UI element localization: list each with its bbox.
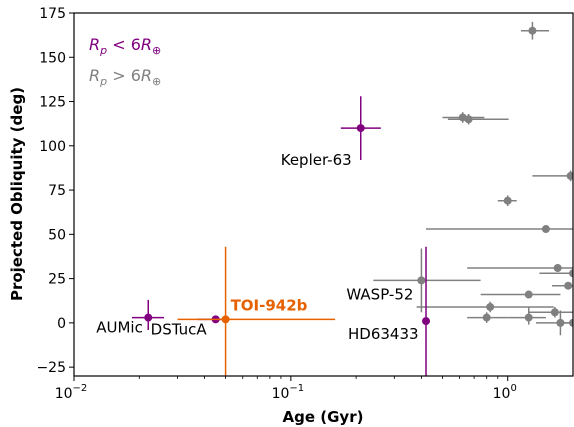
legend-text-part: p — [99, 44, 107, 57]
legend-text-part: ⊕ — [152, 75, 161, 88]
x-tick-exponent: −1 — [289, 383, 304, 394]
data-point — [528, 306, 573, 318]
data-point — [480, 290, 561, 299]
marker — [417, 276, 426, 285]
data-point — [373, 248, 481, 313]
marker — [422, 317, 431, 326]
legend-text-part: R — [141, 66, 152, 85]
legend-text-part: > 6 — [107, 66, 141, 85]
marker — [503, 196, 512, 205]
y-tick-label: 100 — [39, 139, 66, 155]
legend-entry: Rp > 6R⊕ — [89, 66, 161, 88]
marker — [524, 290, 533, 299]
marker — [569, 269, 573, 278]
data-point — [422, 246, 431, 376]
y-tick-label: −25 — [36, 360, 66, 376]
data-point — [131, 299, 164, 330]
legend-text-part: R — [89, 66, 100, 85]
data-point — [416, 301, 554, 313]
marker — [221, 315, 230, 324]
x-tick-exponent: 0 — [510, 383, 516, 394]
point-label: AUMic — [96, 319, 143, 337]
x-tick-exponent: −2 — [73, 383, 88, 394]
data-point — [507, 306, 546, 325]
plot-frame — [73, 12, 574, 377]
marker — [553, 263, 562, 272]
data-point — [467, 312, 508, 323]
data-point — [442, 112, 485, 123]
marker — [524, 313, 533, 322]
marker — [486, 302, 495, 311]
point-label: WASP-52 — [346, 285, 413, 303]
legend-entry: Rp < 6R⊕ — [89, 35, 161, 57]
legend-text-part: p — [99, 75, 107, 88]
x-tick-base: 10 — [272, 386, 290, 402]
y-tick-label: 125 — [39, 95, 66, 111]
y-tick-label: 75 — [48, 183, 66, 199]
marker — [550, 308, 559, 317]
plot-area — [131, 21, 573, 376]
x-tick-label: 10−2 — [55, 383, 88, 402]
legend-text-part: R — [141, 35, 152, 54]
data-point — [532, 170, 573, 182]
marker — [482, 313, 491, 322]
point-label: HD63433 — [348, 325, 419, 343]
marker — [356, 124, 365, 133]
y-tick-label: 25 — [48, 272, 66, 288]
marker — [528, 26, 537, 35]
data-point — [467, 263, 573, 272]
data-point — [539, 269, 573, 278]
y-tick-label: 150 — [39, 50, 66, 66]
legend-text-part: ⊕ — [152, 44, 161, 57]
point-label: DSTucA — [151, 320, 208, 338]
point-label: Kepler-63 — [281, 151, 352, 169]
data-point — [426, 225, 573, 234]
data-point — [551, 281, 573, 290]
data-point — [340, 96, 381, 160]
y-axis-label: Projected Obliquity (deg) — [8, 87, 26, 301]
data-point — [497, 195, 517, 207]
legend-text-part: < 6 — [107, 35, 141, 54]
data-point — [520, 21, 549, 40]
marker — [144, 313, 153, 322]
x-tick-label: 100 — [493, 383, 517, 402]
legend-text-part: R — [89, 35, 100, 54]
x-tick-label: 10−1 — [272, 383, 305, 402]
y-tick-label: 175 — [39, 6, 66, 22]
x-tick-base: 10 — [493, 386, 511, 402]
marker — [464, 115, 473, 124]
marker — [541, 225, 550, 234]
data-point — [557, 318, 573, 327]
marker — [566, 171, 573, 180]
x-axis-label: Age (Gyr) — [283, 408, 364, 426]
marker — [569, 318, 573, 327]
x-tick-base: 10 — [55, 386, 73, 402]
data-point — [177, 246, 336, 376]
y-tick-label: 0 — [57, 316, 66, 332]
data-point — [447, 113, 509, 125]
legend: Rp < 6R⊕Rp > 6R⊕ — [89, 35, 161, 88]
marker — [564, 281, 573, 290]
point-label: TOI-942b — [231, 296, 308, 314]
y-tick-label: 50 — [48, 227, 66, 243]
